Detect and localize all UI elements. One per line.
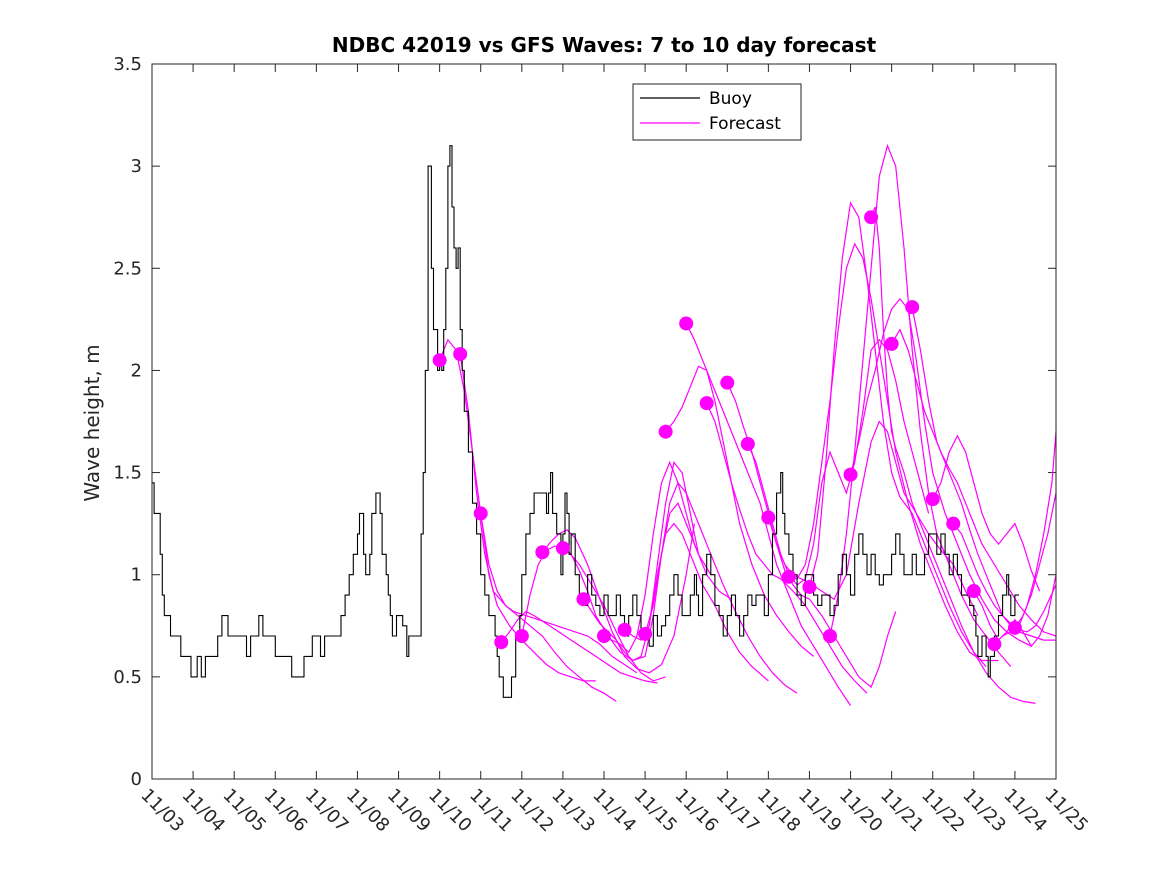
x-tick-label: 11/08 xyxy=(342,785,394,837)
forecast-marker xyxy=(864,210,879,225)
forecast-run-line xyxy=(603,460,732,654)
legend-box xyxy=(632,83,802,141)
y-tick-label: 0 xyxy=(131,769,142,790)
x-tick-label: 11/17 xyxy=(712,785,764,837)
x-axis-ticks: 11/0311/0411/0511/0611/0711/0811/0911/10… xyxy=(136,64,1092,836)
x-tick-label: 11/13 xyxy=(547,785,599,837)
x-tick-label: 11/23 xyxy=(958,785,1010,837)
plot-series xyxy=(152,143,1057,706)
chart-title: NDBC 42019 vs GFS Waves: 7 to 10 day for… xyxy=(332,33,877,57)
x-tick-label: 11/18 xyxy=(753,785,805,837)
forecast-marker xyxy=(658,424,673,439)
forecast-run-line xyxy=(665,365,814,657)
forecast-marker xyxy=(946,516,961,531)
forecast-marker xyxy=(638,626,653,641)
forecast-marker xyxy=(761,510,776,525)
forecast-run-line xyxy=(1014,492,1057,629)
x-tick-label: 11/03 xyxy=(136,785,188,837)
forecast-marker xyxy=(823,629,837,643)
y-tick-label: 0.5 xyxy=(113,667,142,688)
forecast-run-line xyxy=(808,201,987,667)
x-tick-label: 11/11 xyxy=(465,785,517,837)
forecast-run-line xyxy=(849,297,1032,647)
legend-label-forecast: Forecast xyxy=(709,114,781,134)
forecast-marker xyxy=(679,316,694,331)
x-tick-label: 11/16 xyxy=(671,785,723,837)
x-tick-label: 11/05 xyxy=(219,785,271,837)
y-axis-ticks: 0 0.5 1 1.5 2 2.5 3 3.5 xyxy=(113,54,1056,790)
forecast-run-line xyxy=(439,338,596,682)
x-tick-label: 11/10 xyxy=(424,785,476,837)
x-tick-label: 11/14 xyxy=(588,785,640,837)
x-tick-label: 11/24 xyxy=(999,785,1051,837)
forecast-marker xyxy=(720,375,735,390)
x-tick-label: 11/22 xyxy=(917,785,969,837)
forecast-marker xyxy=(555,541,570,556)
forecast-marker xyxy=(597,629,611,643)
buoy-line xyxy=(152,145,1019,698)
forecast-marker xyxy=(884,336,899,351)
legend-label-buoy: Buoy xyxy=(709,89,752,109)
forecast-marker xyxy=(699,396,714,411)
x-tick-label: 11/07 xyxy=(301,785,353,837)
forecast-marker xyxy=(987,637,1002,652)
legend: Buoy Forecast xyxy=(632,83,802,141)
x-tick-label: 11/21 xyxy=(876,785,928,837)
forecast-run-line xyxy=(500,610,658,684)
forecast-run-line xyxy=(932,434,1041,592)
x-tick-label: 11/04 xyxy=(178,785,230,837)
forecast-run-line xyxy=(480,513,638,674)
forecast-run-line xyxy=(541,523,695,674)
forecast-marker xyxy=(473,506,488,521)
y-tick-label: 1.5 xyxy=(113,463,142,484)
y-tick-label: 3 xyxy=(131,156,142,177)
forecast-marker xyxy=(781,569,796,584)
y-axis-label: Wave height, m xyxy=(80,344,104,501)
forecast-marker xyxy=(617,622,632,637)
forecast-marker xyxy=(453,347,468,362)
plot-frame xyxy=(151,63,1057,780)
forecast-run-line xyxy=(973,574,1057,648)
y-tick-label: 2 xyxy=(131,360,142,381)
forecast-marker xyxy=(1007,620,1022,635)
x-tick-label: 11/19 xyxy=(794,785,846,837)
y-tick-label: 3.5 xyxy=(113,54,142,75)
forecast-run-line xyxy=(747,338,930,586)
forecast-marker xyxy=(576,592,591,607)
forecast-run-line xyxy=(685,323,851,706)
forecast-marker xyxy=(925,492,940,507)
forecast-run-line xyxy=(952,523,1057,633)
forecast-run-line xyxy=(788,242,999,662)
forecast-marker xyxy=(843,467,858,482)
x-tick-label: 11/12 xyxy=(506,785,558,837)
forecast-run-line xyxy=(870,206,1036,704)
x-tick-label: 11/09 xyxy=(383,785,435,837)
forecast-marker xyxy=(966,584,981,599)
y-tick-label: 2.5 xyxy=(113,258,142,279)
forecast-run-line xyxy=(829,143,1012,667)
forecast-run-line xyxy=(911,306,1056,641)
x-tick-label: 11/15 xyxy=(630,785,682,837)
forecast-run-line xyxy=(521,545,666,682)
forecast-marker xyxy=(432,353,447,368)
x-tick-label: 11/20 xyxy=(835,785,887,837)
forecast-marker xyxy=(494,635,509,650)
y-tick-label: 1 xyxy=(131,565,142,586)
forecast-marker xyxy=(514,629,529,643)
x-tick-label: 11/06 xyxy=(260,785,312,837)
forecast-marker xyxy=(535,545,550,560)
x-tick-label: 11/25 xyxy=(1040,785,1092,837)
forecast-marker xyxy=(802,579,817,594)
forecast-run-line xyxy=(767,420,979,616)
forecast-marker xyxy=(905,300,920,315)
forecast-run-line xyxy=(459,354,617,702)
forecast-marker xyxy=(740,436,755,451)
forecast-run-line xyxy=(891,328,1057,637)
